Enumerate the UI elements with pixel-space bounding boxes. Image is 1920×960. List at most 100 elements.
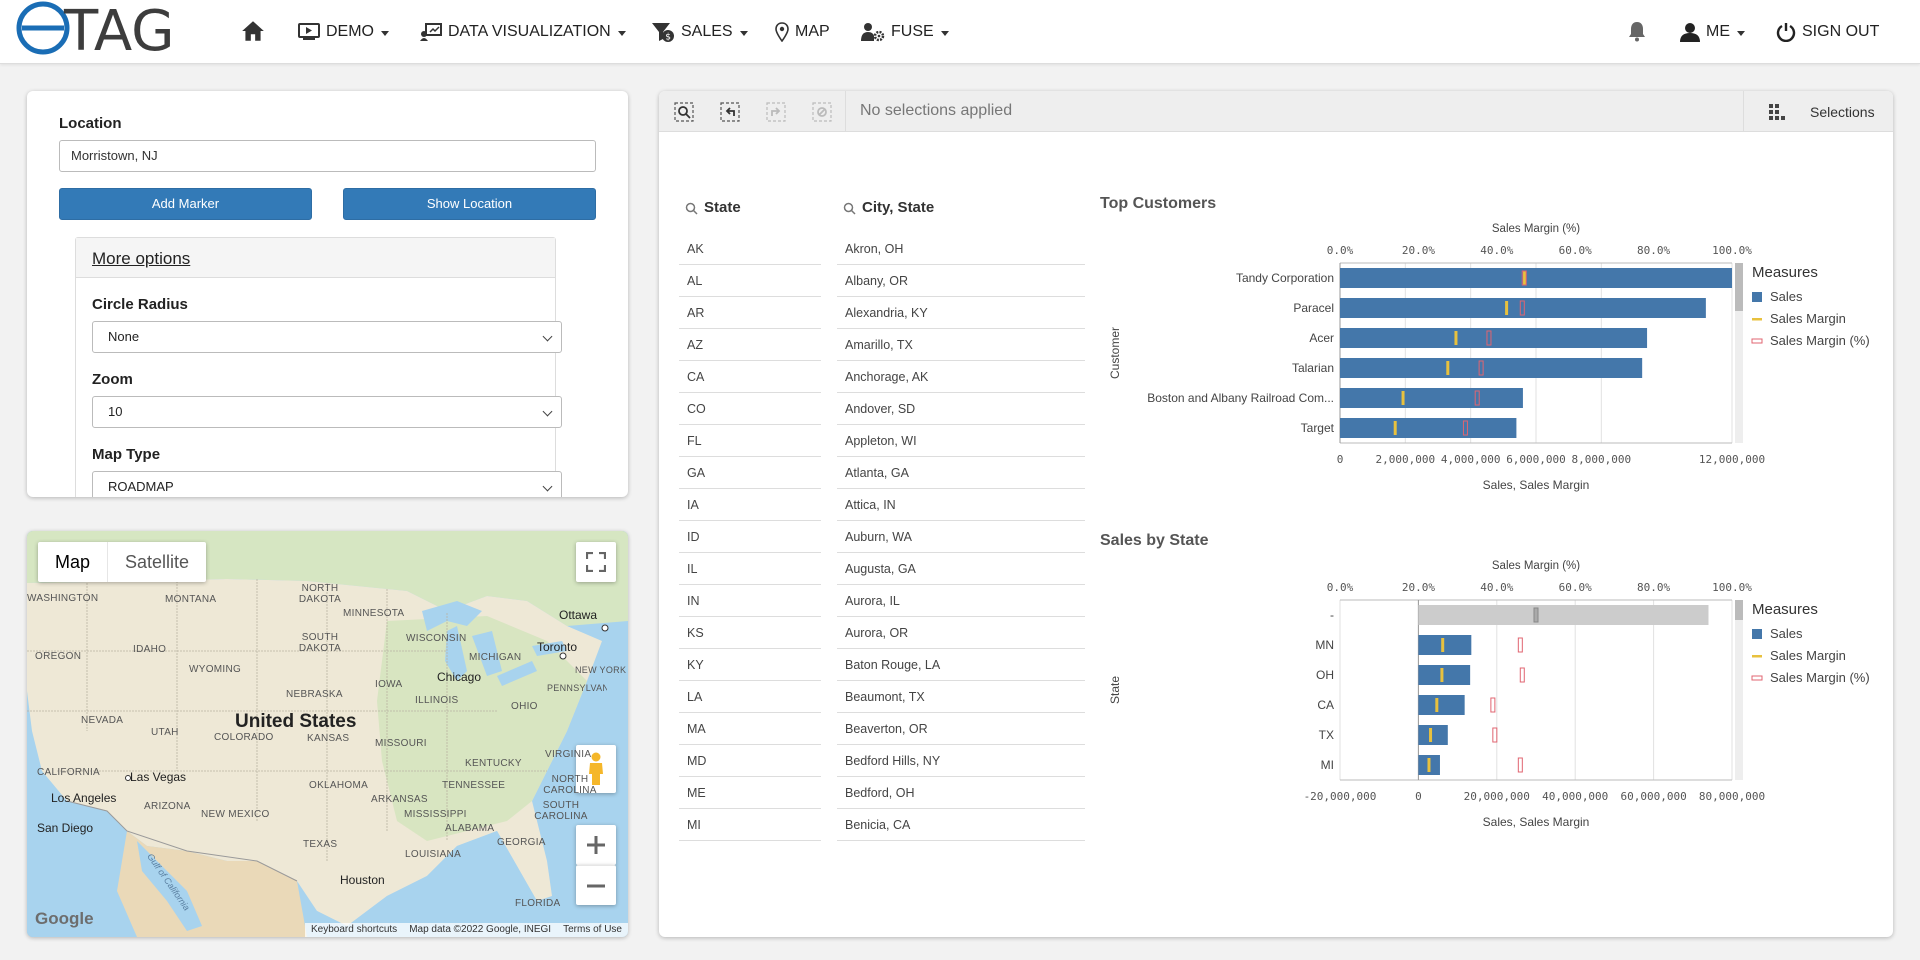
top-tick-label: 80.0% [1637,581,1670,594]
nav-me[interactable]: ME [1680,18,1745,46]
city-list-title: City, State [862,199,935,216]
search-icon[interactable] [843,202,856,215]
legend-item: Sales Margin (%) [1770,333,1870,348]
category-label: MI [1321,758,1334,772]
smart-search-icon[interactable] [673,101,695,123]
category-label: Paracel [1293,301,1334,315]
list-item[interactable]: Bedford Hills, NY [837,745,1085,777]
list-item[interactable]: MI [679,809,821,841]
bottom-tick-label: 80,000,000 [1699,790,1765,803]
nav-data-visualization[interactable]: DATA VISUALIZATION [420,18,626,46]
list-item[interactable]: Anchorage, AK [837,361,1085,393]
list-item[interactable]: KY [679,649,821,681]
sales-by-state-chart[interactable]: Sales Margin (%) 0.0% 20.0% 40.0% 60.0% 80.0%… [1100,558,1890,858]
map-state-label: WYOMING [189,664,242,675]
keyboard-shortcuts-link[interactable]: Keyboard shortcuts [311,924,398,935]
nav-fuse[interactable]: FUSE [861,18,949,46]
list-item[interactable]: Aurora, IL [837,585,1085,617]
list-item[interactable]: IA [679,489,821,521]
clear-all-icon[interactable] [811,101,833,123]
map-country-label: United States [235,711,357,732]
circle-radius-select[interactable]: None [92,321,562,353]
google-map[interactable]: Map Satellite WASHINGTON MONTANA NORTH D… [27,531,628,937]
map-state-label: SOUTH CAROLINA [534,800,588,822]
list-item[interactable]: Albany, OR [837,265,1085,297]
terms-of-use-link[interactable]: Terms of Use [563,924,622,935]
nav-demo[interactable]: DEMO [298,18,389,46]
home-icon[interactable] [240,18,266,44]
list-item[interactable]: AR [679,297,821,329]
list-item[interactable]: AZ [679,329,821,361]
list-item[interactable]: Bedford, OH [837,777,1085,809]
add-marker-button[interactable]: Add Marker [59,188,312,220]
zoom-in-button[interactable] [576,825,616,865]
list-item[interactable]: ME [679,777,821,809]
selections-button[interactable]: Selections [1743,91,1893,132]
list-item[interactable]: AK [679,233,821,265]
street-view-pegman[interactable] [576,745,616,793]
list-item[interactable]: Auburn, WA [837,521,1085,553]
top-tick-label: 80.0% [1637,244,1670,257]
etag-logo[interactable]: TAG [16,0,211,56]
list-item[interactable]: Akron, OH [837,233,1085,265]
top-axis-label: Sales Margin (%) [1492,560,1580,572]
circle-radius-label: Circle Radius [92,296,188,313]
list-item[interactable]: Benicia, CA [837,809,1085,841]
list-item[interactable]: Amarillo, TX [837,329,1085,361]
list-item[interactable]: IL [679,553,821,585]
svg-text:$: $ [665,33,671,43]
legend-item: Sales Margin (%) [1770,670,1870,685]
list-item[interactable]: GA [679,457,821,489]
zoom-out-button[interactable] [576,865,616,905]
list-item[interactable]: AL [679,265,821,297]
map-state-label: NEW MEXICO [201,809,270,820]
location-input[interactable]: Morristown, NJ [59,140,596,172]
list-item[interactable]: Aurora, OR [837,617,1085,649]
list-item[interactable]: ID [679,521,821,553]
bell-icon[interactable] [1628,20,1646,42]
show-location-button[interactable]: Show Location [343,188,596,220]
list-item[interactable]: Attica, IN [837,489,1085,521]
map-type-map-button[interactable]: Map [55,552,91,572]
list-item[interactable]: KS [679,617,821,649]
nav-map[interactable]: MAP [775,18,830,46]
list-item[interactable]: Atlanta, GA [837,457,1085,489]
nav-sign-out[interactable]: SIGN OUT [1776,18,1879,46]
zoom-select[interactable]: 10 [92,396,562,428]
chart-scrollbar-thumb [1735,263,1743,311]
bottom-tick-label: 40,000,000 [1542,790,1608,803]
fullscreen-button[interactable] [576,542,616,582]
map-type-satellite-button[interactable]: Satellite [107,542,206,582]
list-item[interactable]: IN [679,585,821,617]
sales-margin-marker [1505,301,1509,315]
map-state-label: FLORIDA [515,898,561,909]
list-item[interactable]: Beaverton, OR [837,713,1085,745]
list-item[interactable]: MD [679,745,821,777]
list-item[interactable]: FL [679,425,821,457]
map-state-label: NORTH DAKOTA [298,583,342,605]
zoom-value: 10 [108,404,123,419]
category-label: Target [1301,421,1335,435]
list-item[interactable]: Beaumont, TX [837,681,1085,713]
step-back-icon[interactable] [719,101,741,123]
map-type-value: ROADMAP [108,479,174,494]
list-item[interactable]: CO [679,393,821,425]
list-item[interactable]: Augusta, GA [837,553,1085,585]
nav-sales[interactable]: $ SALES [651,18,748,46]
list-item[interactable]: Alexandria, KY [837,297,1085,329]
list-item[interactable]: MA [679,713,821,745]
more-options-link[interactable]: More options [92,249,191,268]
demo-icon [298,23,320,40]
list-item[interactable]: Andover, SD [837,393,1085,425]
step-forward-icon[interactable] [765,101,787,123]
top-customers-chart[interactable]: Sales Margin (%) 0.0% 20.0% 40.0% 60.0% 80.0%… [1100,221,1890,521]
list-item[interactable]: LA [679,681,821,713]
search-icon[interactable] [685,202,698,215]
list-item[interactable]: CA [679,361,821,393]
bottom-tick-label: 6,000,000 [1506,453,1566,466]
map-type-select[interactable]: ROADMAP [92,471,562,497]
bottom-tick-label: 0 [1337,453,1344,466]
list-item[interactable]: Appleton, WI [837,425,1085,457]
map-footer: Keyboard shortcuts Map data ©2022 Google… [305,923,628,937]
list-item[interactable]: Baton Rouge, LA [837,649,1085,681]
